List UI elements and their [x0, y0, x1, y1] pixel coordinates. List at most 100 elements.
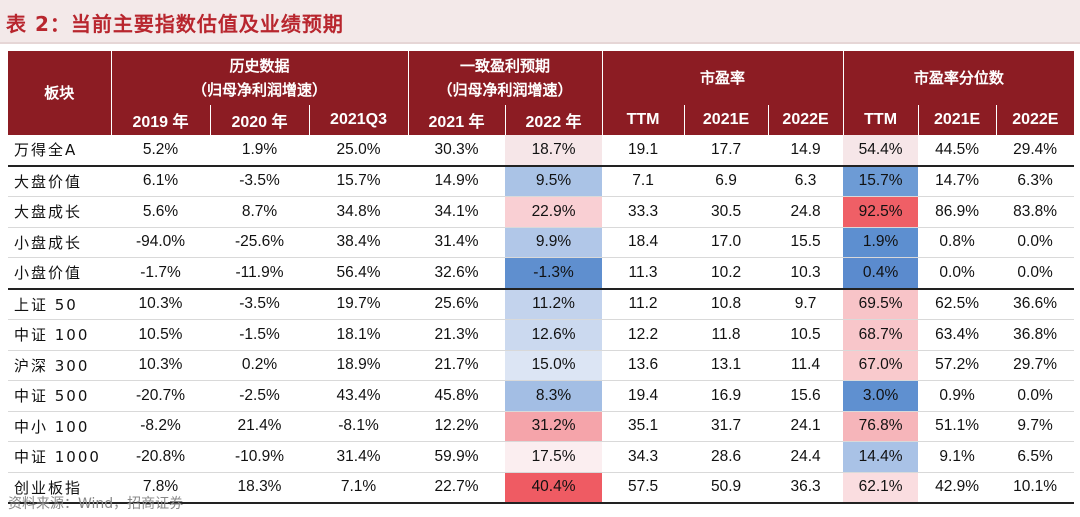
- table-title: 表 2：当前主要指数估值及业绩预期: [6, 12, 344, 36]
- table-cell: 57.2%: [918, 350, 997, 381]
- table-cell: 42.9%: [918, 472, 997, 504]
- header-group-label: 一致盈利预期: [460, 57, 551, 75]
- table-cell: 38.4%: [309, 227, 409, 258]
- table-cell: 15.0%: [505, 350, 603, 381]
- table-cell: 7.8%: [111, 472, 210, 504]
- table-cell: 86.9%: [918, 196, 997, 228]
- column-header: 2021E: [918, 105, 997, 135]
- table-row: 上证 50 10.3% -3.5% 19.7% 25.6% 11.2% 11.2 10.8 9.…: [8, 288, 1075, 320]
- table-cell: 0.8%: [918, 227, 997, 258]
- table-cell: 16.9: [684, 380, 769, 412]
- table-cell: -3.5%: [210, 288, 309, 320]
- column-header: 2020 年: [210, 105, 310, 135]
- table-row: 小盘成长 -94.0% -25.6% 38.4% 31.4% 9.9% 18.4 17.0 15…: [8, 227, 1075, 258]
- table-cell: 0.4%: [843, 257, 919, 290]
- source-note: 资料来源：Wind，招商证券: [8, 496, 184, 512]
- column-header: 2022E: [996, 105, 1075, 135]
- row-label: 万得全A: [8, 135, 111, 167]
- table-cell: 31.4%: [408, 227, 506, 258]
- table-cell: 29.4%: [996, 135, 1075, 167]
- column-header: TTM: [602, 105, 685, 135]
- table-cell: 45.8%: [408, 380, 506, 412]
- table-cell: 19.7%: [309, 288, 409, 320]
- table-cell: 10.3%: [111, 288, 210, 320]
- table-row: 中证 100 10.5% -1.5% 18.1% 21.3% 12.6% 12.2 11.8 1…: [8, 319, 1075, 351]
- table-cell: 34.1%: [408, 196, 506, 228]
- table-cell: 0.0%: [996, 257, 1075, 290]
- table-cell: -8.1%: [309, 411, 409, 442]
- table-cell: 10.1%: [996, 472, 1075, 504]
- table-cell: 10.2: [684, 257, 769, 290]
- column-header: 2019 年: [111, 105, 211, 135]
- table-cell: 0.0%: [918, 257, 997, 290]
- header-group-label: 历史数据: [229, 57, 290, 75]
- header-sector: 板块: [8, 51, 112, 135]
- table-cell: -1.7%: [111, 257, 210, 290]
- row-label: 创业板指: [8, 472, 111, 504]
- table-row: 大盘价值 6.1% -3.5% 15.7% 14.9% 9.5% 7.1 6.9 6.3 15.7…: [8, 165, 1075, 197]
- column-header: 2021E: [684, 105, 769, 135]
- table-cell: 12.2%: [408, 411, 506, 442]
- table-cell: 19.4: [602, 380, 685, 412]
- table-cell: 31.7: [684, 411, 769, 442]
- table-cell: 43.4%: [309, 380, 409, 412]
- table-cell: 30.5: [684, 196, 769, 228]
- table-row: 万得全A 5.2% 1.9% 25.0% 30.3% 18.7% 19.1 17.7 14.9 5…: [8, 135, 1075, 167]
- table-cell: -2.5%: [210, 380, 309, 412]
- table-cell: 35.1: [602, 411, 685, 442]
- table-cell: 10.3: [768, 257, 844, 290]
- table-cell: 56.4%: [309, 257, 409, 290]
- column-header: 2021 年: [408, 105, 506, 135]
- header-group-history: 历史数据 （归母净利润增速）: [111, 51, 409, 105]
- table-cell: -20.7%: [111, 380, 210, 412]
- table-cell: 68.7%: [843, 319, 919, 351]
- table-cell: 11.2%: [505, 288, 603, 320]
- table-cell: 21.3%: [408, 319, 506, 351]
- column-header: 2022 年: [505, 105, 603, 135]
- table-cell: 18.9%: [309, 350, 409, 381]
- row-label: 中证 500: [8, 380, 111, 412]
- table-cell: 69.5%: [843, 288, 919, 320]
- table-cell: 92.5%: [843, 196, 919, 228]
- table-cell: 0.9%: [918, 380, 997, 412]
- table-cell: 12.6%: [505, 319, 603, 351]
- header-group-forecast: 一致盈利预期 （归母净利润增速）: [408, 51, 603, 105]
- table-cell: 18.4: [602, 227, 685, 258]
- table-cell: 15.7%: [843, 165, 919, 197]
- table-cell: 29.7%: [996, 350, 1075, 381]
- row-label: 沪深 300: [8, 350, 111, 381]
- table-cell: 9.5%: [505, 165, 603, 197]
- row-label: 上证 50: [8, 288, 111, 320]
- table-cell: -1.5%: [210, 319, 309, 351]
- table-cell: 51.1%: [918, 411, 997, 442]
- row-label: 中证 1000: [8, 441, 111, 473]
- table-cell: 5.2%: [111, 135, 210, 167]
- table-cell: 18.1%: [309, 319, 409, 351]
- table-cell: 17.5%: [505, 441, 603, 473]
- table-cell: 30.3%: [408, 135, 506, 167]
- table-cell: 34.3: [602, 441, 685, 473]
- table-cell: 25.0%: [309, 135, 409, 167]
- table-cell: 31.4%: [309, 441, 409, 473]
- table-cell: 6.3: [768, 165, 844, 197]
- column-header: TTM: [843, 105, 919, 135]
- table-cell: 11.4: [768, 350, 844, 381]
- table-cell: 62.1%: [843, 472, 919, 504]
- table-cell: -94.0%: [111, 227, 210, 258]
- table-cell: 0.0%: [996, 227, 1075, 258]
- column-header: 2021Q3: [309, 105, 409, 135]
- table-cell: 15.5: [768, 227, 844, 258]
- table-cell: 24.8: [768, 196, 844, 228]
- table-cell: 83.8%: [996, 196, 1075, 228]
- header-group-label: 市盈率分位数: [913, 69, 1004, 87]
- table-row: 小盘价值 -1.7% -11.9% 56.4% 32.6% -1.3% 11.3 10.2 10…: [8, 257, 1075, 290]
- table-cell: 24.1: [768, 411, 844, 442]
- table-cell: 7.1: [602, 165, 685, 197]
- table-row: 中证 500 -20.7% -2.5% 43.4% 45.8% 8.3% 19.4 16.9 1…: [8, 380, 1075, 412]
- table-cell: 24.4: [768, 441, 844, 473]
- table-cell: 13.6: [602, 350, 685, 381]
- table-cell: 15.7%: [309, 165, 409, 197]
- table-cell: 9.1%: [918, 441, 997, 473]
- header-group-sublabel: （归母净利润增速）: [437, 81, 573, 99]
- table-cell: 11.2: [602, 288, 685, 320]
